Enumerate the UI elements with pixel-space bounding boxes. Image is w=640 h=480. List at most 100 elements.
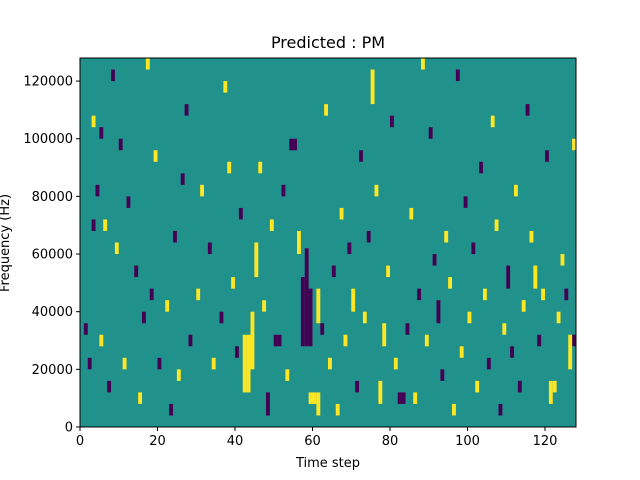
x-tick-label: 120 [533,434,558,449]
heatmap-cell-low [157,357,162,370]
heatmap-cell-low [417,288,422,301]
heatmap-cell-high [262,300,267,312]
heatmap-cell-high [297,230,301,255]
heatmap-cells [83,58,577,416]
heatmap-cell-high [145,58,150,70]
heatmap-cell-high [176,369,181,381]
heatmap-cell-high [254,242,259,278]
heatmap-cell-high [269,219,274,231]
heatmap-cell-low [304,248,309,347]
heatmap-cell-high [339,207,344,220]
heatmap-cell-low [87,357,92,370]
y-tick-label: 100000 [23,132,73,147]
x-tick-label: 60 [304,434,321,449]
heatmap-cell-high [324,104,329,116]
heatmap-cell-high [475,380,480,393]
heatmap-cell-high [413,392,418,404]
heatmap-cell-high [502,323,507,335]
x-tick-label: 80 [382,434,399,449]
heatmap-cell-high [165,300,170,312]
heatmap-cell-high [393,357,398,370]
heatmap-cell-low [273,334,278,347]
heatmap-cell-high [99,334,104,347]
heatmap-cell-low [107,380,112,393]
heatmap-cell-high [556,311,561,324]
y-tick-label: 0 [65,421,73,436]
heatmap-cell-high [362,311,367,324]
heatmap-cell-high [421,58,425,70]
heatmap-cell-low [126,196,131,208]
heatmap-cell-low [184,104,189,116]
heatmap-cell-low [432,254,437,266]
heatmap-cell-low [525,104,530,116]
heatmap-cell-high [370,69,375,105]
heatmap-cell-high [409,207,414,220]
heatmap-cell-high [312,392,317,404]
heatmap-cell-low [428,127,433,139]
heatmap-cell-high [246,334,251,393]
heatmap-cell-high [196,288,201,301]
heatmap-cell-high [231,277,236,289]
heatmap-cell-high [459,346,464,358]
heatmap-cell-high [335,403,340,416]
heatmap-cell-low [390,115,394,128]
x-axis-ticks: 0 20 40 60 80 100 120 [76,427,558,449]
heatmap-cell-low [463,196,468,208]
heatmap-cell-high [386,265,391,278]
heatmap-cell-low [118,138,123,151]
heatmap-cell-high [467,311,472,324]
heatmap-cell-low [331,265,336,278]
heatmap-cell-low [281,184,286,197]
heatmap-cell-high [568,334,573,370]
heatmap-cell-low [359,150,363,162]
x-tick-label: 0 [76,434,84,449]
heatmap-cell-low [479,161,484,174]
heatmap-cell-low [498,403,503,416]
heatmap-cell-low [188,334,193,347]
heatmap-cell-high [529,230,534,243]
y-tick-label: 120000 [23,75,73,90]
heatmap-cell-low [169,403,174,416]
heatmap-cell-low [99,127,104,139]
heatmap-cell-high [490,115,495,128]
heatmap-cell-high [452,403,456,416]
heatmap-cell-low [506,265,511,289]
heatmap-cell-low [510,346,515,358]
heatmap-cell-high [424,334,429,347]
heatmap-cell-low [293,138,298,151]
y-tick-label: 60000 [32,248,73,263]
heatmap-cell-high [351,288,356,312]
heatmap-cell-low [111,69,115,82]
heatmap-cell-low [219,311,224,324]
heatmap-cell-low [366,230,371,243]
heatmap-cell-low [401,392,406,404]
heatmap-cell-high [242,334,247,393]
heatmap-cell-low [347,242,352,255]
heatmap-cell-low [142,311,146,324]
heatmap-cell-high [378,380,383,404]
heatmap-cell-low [235,346,239,358]
heatmap-cell-high [200,184,205,197]
heatmap-cell-high [308,392,313,404]
heatmap-cell-low [149,288,154,301]
x-tick-label: 100 [455,434,480,449]
y-tick-label: 80000 [32,190,73,205]
heatmap-cell-high [223,81,228,93]
heatmap-cell-high [211,357,216,370]
heatmap-cell-low [564,288,569,301]
heatmap-cell-low [300,277,305,347]
x-axis-label: Time step [295,456,360,471]
heatmap-cell-high [483,288,487,301]
heatmap-cell-high [374,184,379,197]
heatmap-cell-low [289,138,294,151]
heatmap-cell-high [494,219,499,231]
x-tick-label: 20 [149,434,166,449]
heatmap-cell-high [343,334,348,347]
heatmap-cell-low [537,334,542,347]
heatmap-cell-high [382,323,387,347]
heatmap-cell-high [444,230,449,243]
heatmap-cell-high [227,161,232,174]
heatmap-cell-low [486,357,491,370]
heatmap-cell-low [440,369,445,381]
